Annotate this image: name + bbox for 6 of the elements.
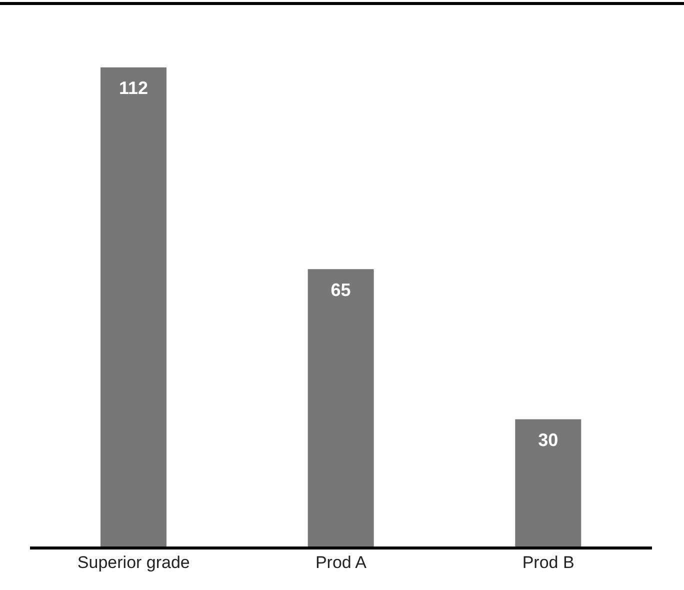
x-tick-label: Prod B	[522, 553, 574, 572]
data-label: 30	[538, 430, 558, 450]
data-label: 112	[118, 78, 148, 98]
x-tick-label: Prod A	[315, 553, 368, 572]
data-label: 65	[330, 280, 351, 300]
x-tick-label: Superior grade	[77, 553, 190, 572]
